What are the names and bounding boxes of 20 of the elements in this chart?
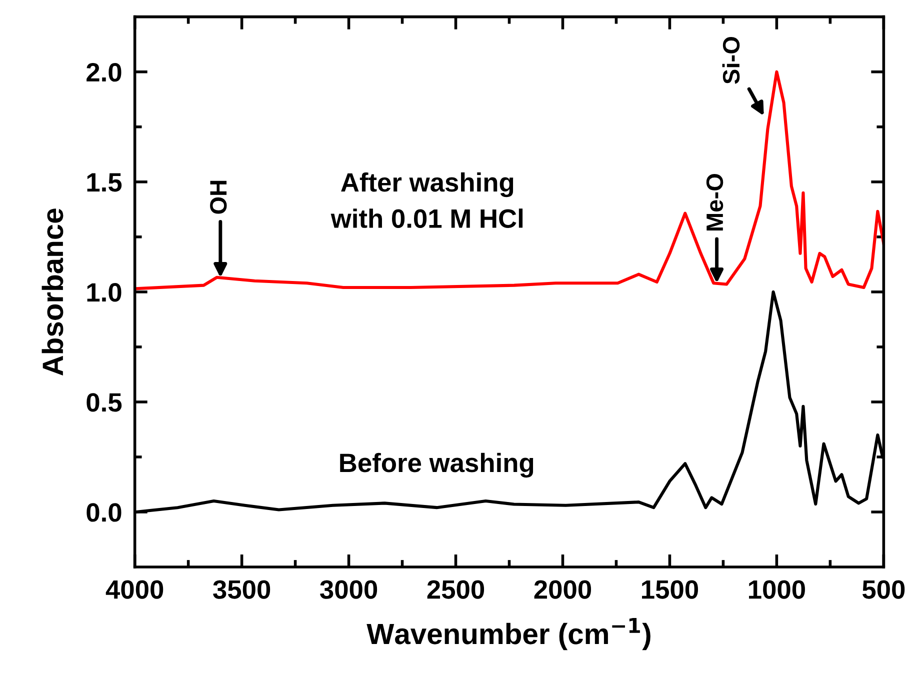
annotation: OH	[210, 180, 227, 214]
y-tick-label: 1.5	[87, 173, 122, 192]
y-axis-title: Absorbance	[42, 208, 64, 376]
x-tick-label: 3000	[320, 580, 378, 599]
y-tick-label: 0.5	[86, 393, 122, 412]
x-tick-label: 1500	[642, 580, 698, 599]
annotation: Si-O	[722, 37, 740, 84]
annotation: Me-O	[706, 174, 724, 230]
x-tick-label: 1000	[749, 580, 805, 599]
annotation: Before washing	[340, 452, 534, 478]
x-tick-label: 2000	[534, 580, 592, 599]
x-tick-label: 3500	[213, 580, 270, 599]
x-tick-label: 500	[862, 580, 905, 599]
x-tick-label: 4000	[106, 580, 164, 599]
y-tick-label: 0.0	[86, 503, 122, 522]
x-tick-label: 2500	[427, 580, 484, 599]
x-axis-title: Wavenumber (cm$^{−1}$)	[366, 618, 650, 650]
y-tick-label: 2.0	[86, 62, 122, 82]
y-tick-label: 1.0	[87, 283, 122, 302]
annotation: After washing with 0.01 M HCl	[330, 172, 523, 228]
